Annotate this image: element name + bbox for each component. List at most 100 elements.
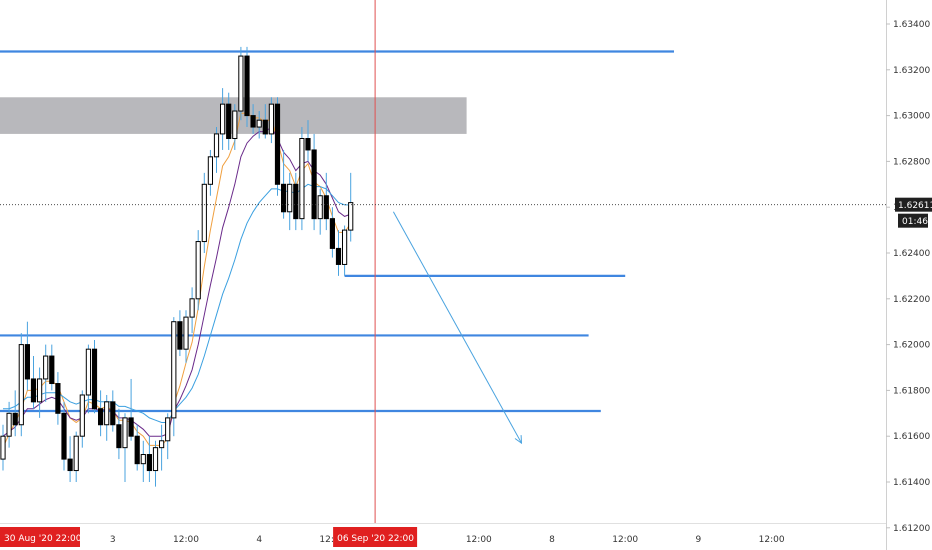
candle-body <box>250 115 256 128</box>
candle[interactable] <box>177 310 183 357</box>
candle-body <box>287 183 293 213</box>
candle-body <box>171 321 177 419</box>
candle-body <box>134 435 140 465</box>
candle-body <box>61 412 67 460</box>
candle[interactable] <box>207 149 214 196</box>
candle[interactable] <box>323 172 329 231</box>
candle[interactable] <box>171 317 177 437</box>
candle[interactable] <box>165 413 171 460</box>
candle[interactable] <box>232 104 238 150</box>
candle[interactable] <box>85 344 92 414</box>
candle[interactable] <box>250 104 256 134</box>
current-price-label: 1.62611 <box>898 201 932 211</box>
candle[interactable] <box>12 390 18 437</box>
candle[interactable] <box>335 230 342 276</box>
candle[interactable] <box>104 394 110 441</box>
y-tick-label: 1.61400 <box>893 478 930 488</box>
candle[interactable] <box>281 149 287 219</box>
candle[interactable] <box>159 424 165 471</box>
candle[interactable] <box>262 104 268 139</box>
candle-body <box>152 447 159 472</box>
x-tick-label: 3 <box>110 535 116 545</box>
candle-body <box>335 247 342 265</box>
candle[interactable] <box>67 436 73 482</box>
candle[interactable] <box>287 172 293 231</box>
y-tick-label: 1.62400 <box>893 249 930 259</box>
candle[interactable] <box>128 378 134 441</box>
candle[interactable] <box>195 230 201 311</box>
candle[interactable] <box>189 287 195 334</box>
candle-body <box>55 383 61 414</box>
y-tick-label: 1.62000 <box>893 341 930 351</box>
candle-body <box>122 417 128 449</box>
candle[interactable] <box>299 127 305 231</box>
candle[interactable] <box>0 424 6 471</box>
candle-body <box>140 454 146 465</box>
candle[interactable] <box>98 390 104 437</box>
candle[interactable] <box>91 340 98 414</box>
candle[interactable] <box>268 97 274 144</box>
candle[interactable] <box>201 172 207 253</box>
candle[interactable] <box>110 390 116 432</box>
candle[interactable] <box>220 88 226 150</box>
candle-body <box>85 348 92 396</box>
candle[interactable] <box>140 440 146 482</box>
candle[interactable] <box>43 344 49 402</box>
candle[interactable] <box>146 436 153 482</box>
candle[interactable] <box>55 372 61 425</box>
candle[interactable] <box>183 310 189 363</box>
candle[interactable] <box>238 46 244 121</box>
y-tick-label: 1.62200 <box>893 295 930 305</box>
candle-body <box>220 103 226 135</box>
candle-body <box>311 149 317 220</box>
candle[interactable] <box>226 92 232 150</box>
candle[interactable] <box>37 367 43 418</box>
candle-body <box>305 138 311 151</box>
candle-body <box>262 119 268 135</box>
y-tick-label: 1.63000 <box>893 112 930 122</box>
candle-body <box>128 417 134 437</box>
candle-body <box>91 348 98 410</box>
candle[interactable] <box>342 225 348 276</box>
candle[interactable] <box>274 97 281 196</box>
candle-body <box>348 202 354 231</box>
candle[interactable] <box>18 333 24 437</box>
candle[interactable] <box>348 172 354 242</box>
candle[interactable] <box>317 188 323 235</box>
candle[interactable] <box>61 401 67 471</box>
candle-body <box>177 321 183 350</box>
candle[interactable] <box>134 424 140 471</box>
cursor-time-badge <box>333 527 418 547</box>
candle[interactable] <box>244 46 250 128</box>
candle-body <box>207 156 214 185</box>
candle[interactable] <box>116 408 122 460</box>
candle[interactable] <box>6 401 12 448</box>
candle-body <box>6 412 12 437</box>
start-time-label: 30 Aug '20 22:00 <box>4 534 82 544</box>
candle[interactable] <box>329 207 335 258</box>
candle[interactable] <box>79 390 85 448</box>
candle[interactable] <box>49 344 55 391</box>
candle[interactable] <box>213 127 220 173</box>
candle[interactable] <box>305 120 311 162</box>
x-tick-label: 12:00 <box>466 535 492 545</box>
candle[interactable] <box>122 413 128 482</box>
candle[interactable] <box>256 111 262 139</box>
candle-body <box>43 355 49 380</box>
candle-body <box>0 435 6 460</box>
candle-body <box>116 424 122 449</box>
candle-body <box>299 138 305 220</box>
projection-arrow-line[interactable] <box>392 211 522 444</box>
y-tick-label: 1.63400 <box>893 20 930 30</box>
candle[interactable] <box>152 440 159 487</box>
candle[interactable] <box>293 172 299 231</box>
candle[interactable] <box>30 356 37 409</box>
candle-body <box>342 229 348 265</box>
candle[interactable] <box>73 431 79 482</box>
candle[interactable] <box>24 321 30 391</box>
candle-body <box>159 440 165 449</box>
candle[interactable] <box>311 133 317 231</box>
ema-slow-line <box>3 183 351 423</box>
candle-body <box>104 401 110 426</box>
